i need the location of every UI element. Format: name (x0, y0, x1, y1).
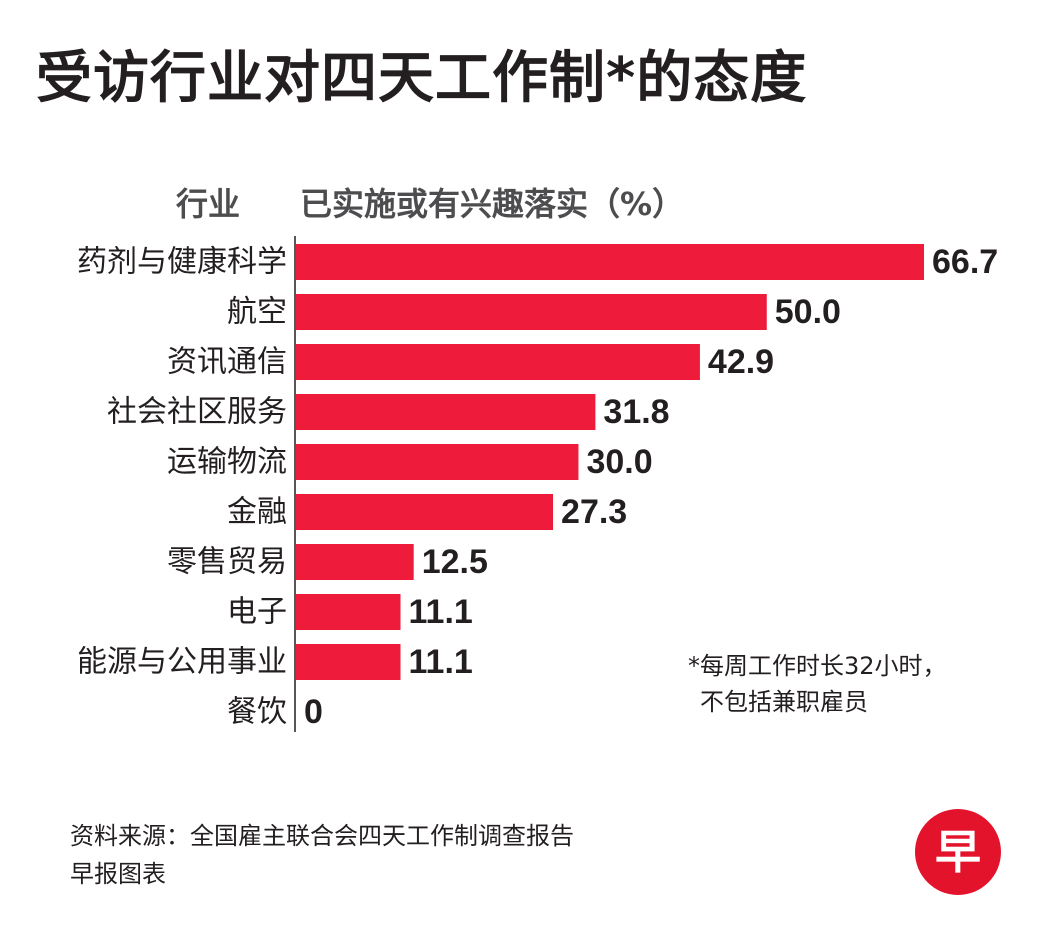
value-label: 30.0 (586, 443, 652, 481)
chart-credit: 早报图表 (70, 860, 166, 888)
category-label: 药剂与健康科学 (77, 245, 287, 280)
value-label: 0 (304, 693, 323, 731)
value-header: 已实施或有兴趣落实（%） (300, 185, 685, 223)
category-label: 航空 (227, 295, 287, 330)
value-labels-layer: 66.7 50.042.9 31.8 30.0 27.3 12.5 11.1 11.1 0 (304, 243, 998, 731)
value-label: 11.1 (409, 593, 473, 631)
footnote-line-2: 不包括兼职雇员 (700, 688, 868, 716)
value-label: 50.0 (775, 293, 841, 331)
value-label: 31.8 (603, 393, 669, 431)
bar-0 (296, 244, 924, 280)
bar-5 (296, 494, 554, 530)
bar-6 (296, 544, 414, 580)
bar-7 (296, 594, 401, 630)
category-label: 电子 (227, 595, 287, 630)
logo-glyph: 早 (935, 825, 981, 879)
bars-layer (296, 244, 924, 680)
value-label: 27.3 (561, 493, 627, 531)
value-label: 12.5 (422, 543, 488, 581)
footnote: *每周工作时长32小时， 不包括兼职雇员 (688, 648, 947, 720)
bar-1 (296, 294, 767, 330)
zaobao-logo-icon: 早 (915, 809, 1001, 895)
bar-4 (296, 444, 579, 480)
chart-title: 受访行业对四天工作制*的态度 (36, 46, 808, 111)
bar-8 (296, 644, 401, 680)
bar-3 (296, 394, 596, 430)
category-label: 运输物流 (167, 445, 287, 480)
category-label: 资讯通信 (167, 345, 287, 380)
value-label: 66.7 (932, 243, 998, 281)
footnote-line-1: *每周工作时长32小时， (688, 652, 947, 680)
bar-2 (296, 344, 700, 380)
category-label: 能源与公用事业 (77, 645, 287, 680)
value-label: 42.9 (708, 343, 774, 381)
category-header: 行业 (176, 185, 241, 223)
category-label: 餐饮 (227, 695, 287, 730)
category-label: 零售贸易 (167, 545, 287, 580)
value-label: 11.1 (409, 643, 473, 681)
category-label: 金融 (227, 495, 287, 530)
source-note: 资料来源：全国雇主联合会四天工作制调查报告 (70, 822, 574, 850)
category-label: 社会社区服务 (107, 395, 287, 430)
